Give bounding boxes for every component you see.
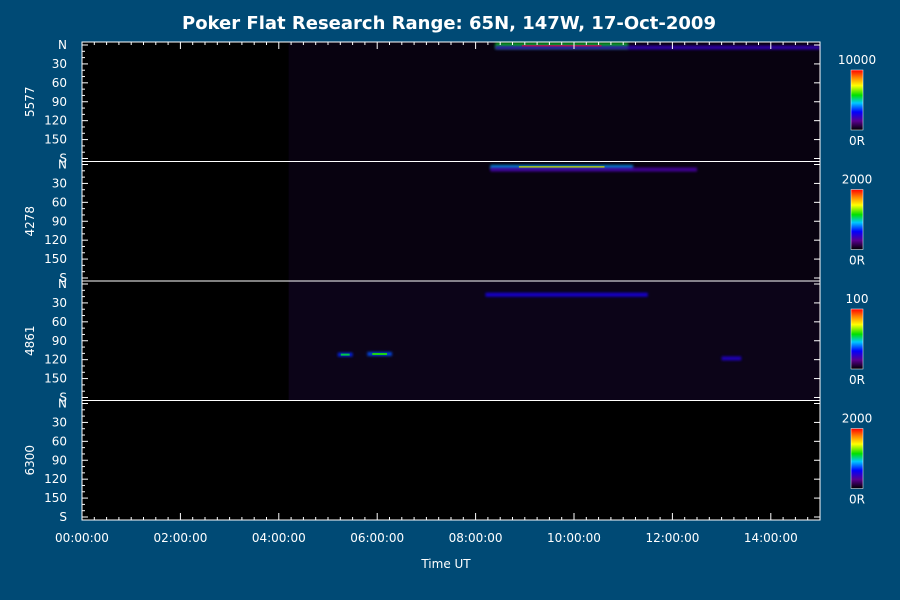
colorbar-max-label-4278: 2000 — [842, 173, 873, 187]
y-tick-label-6300-5: 150 — [44, 491, 67, 505]
panel-background-6300 — [82, 400, 820, 520]
y-tick-label-5577-4: 120 — [44, 114, 67, 128]
y-tick-label-4278-0: N — [58, 158, 67, 172]
y-tick-label-5577-2: 60 — [52, 76, 67, 90]
x-tick-label-7: 14:00:00 — [744, 531, 798, 545]
y-tick-label-4278-5: 150 — [44, 252, 67, 266]
colorbar-min-label-5577: 0R — [849, 134, 865, 148]
x-tick-label-1: 02:00:00 — [153, 531, 207, 545]
x-tick-label-3: 06:00:00 — [350, 531, 404, 545]
y-tick-label-6300-1: 30 — [52, 415, 67, 429]
colorbar-max-label-4861: 100 — [846, 292, 869, 306]
y-tick-label-4278-1: 30 — [52, 176, 67, 190]
y-tick-label-6300-3: 90 — [52, 453, 67, 467]
x-tick-label-5: 10:00:00 — [547, 531, 601, 545]
emission-core-4278-0 — [518, 166, 605, 169]
y-tick-label-5577-1: 30 — [52, 57, 67, 71]
y-tick-label-4861-3: 90 — [52, 334, 67, 348]
panel-label-5577: 5577 — [23, 86, 37, 117]
colorbar-4278 — [850, 189, 864, 250]
y-tick-label-6300-6: S — [59, 510, 67, 524]
y-tick-label-4861-5: 150 — [44, 372, 67, 386]
panel-noise-5577 — [288, 42, 820, 162]
y-tick-label-4278-3: 90 — [52, 214, 67, 228]
colorbar-min-label-4278: 0R — [849, 254, 865, 268]
y-tick-label-6300-4: 120 — [44, 472, 67, 486]
colorbar-5577 — [850, 69, 864, 131]
y-tick-label-4861-4: 120 — [44, 353, 67, 367]
y-tick-label-4278-2: 60 — [52, 195, 67, 209]
y-tick-label-5577-3: 90 — [52, 95, 67, 109]
y-tick-label-5577-0: N — [58, 38, 67, 52]
panel-label-4278: 4278 — [23, 206, 37, 237]
emission-band-4278-1 — [490, 167, 697, 172]
panel-noise-4278 — [288, 161, 820, 281]
x-tick-label-0: 00:00:00 — [55, 531, 109, 545]
x-tick-label-4: 08:00:00 — [449, 531, 503, 545]
colorbar-max-label-6300: 2000 — [842, 412, 873, 426]
colorbar-4861 — [850, 308, 864, 370]
emission-core-4861-2 — [372, 352, 388, 355]
y-tick-label-4278-6: S — [59, 271, 67, 285]
colorbar-min-label-4861: 0R — [849, 373, 865, 387]
chart-title: Poker Flat Research Range: 65N, 147W, 17… — [182, 13, 716, 34]
y-tick-label-4861-0: N — [58, 277, 67, 291]
y-tick-label-4861-6: S — [59, 391, 67, 405]
y-tick-label-5577-6: S — [59, 152, 67, 166]
emission-band-4861-0 — [485, 292, 648, 297]
panel-label-4861: 4861 — [23, 325, 37, 356]
panel-label-6300: 6300 — [23, 445, 37, 476]
colorbar-min-label-6300: 0R — [849, 493, 865, 507]
emission-core-4861-1 — [340, 353, 350, 356]
y-tick-label-4861-2: 60 — [52, 315, 67, 329]
colorbar-6300 — [850, 428, 864, 489]
y-tick-label-4278-4: 120 — [44, 233, 67, 247]
y-tick-label-6300-2: 60 — [52, 434, 67, 448]
x-tick-label-6: 12:00:00 — [645, 531, 699, 545]
emission-band-5577-1 — [495, 45, 820, 50]
emission-band-4861-3 — [721, 356, 742, 361]
y-tick-label-5577-5: 150 — [44, 133, 67, 147]
panel-noise-4861 — [288, 281, 820, 401]
y-tick-label-4861-1: 30 — [52, 296, 67, 310]
x-axis-label: Time UT — [420, 557, 471, 571]
x-tick-label-2: 04:00:00 — [252, 531, 306, 545]
y-tick-label-6300-0: N — [58, 397, 67, 411]
colorbar-max-label-5577: 10000 — [838, 53, 876, 67]
